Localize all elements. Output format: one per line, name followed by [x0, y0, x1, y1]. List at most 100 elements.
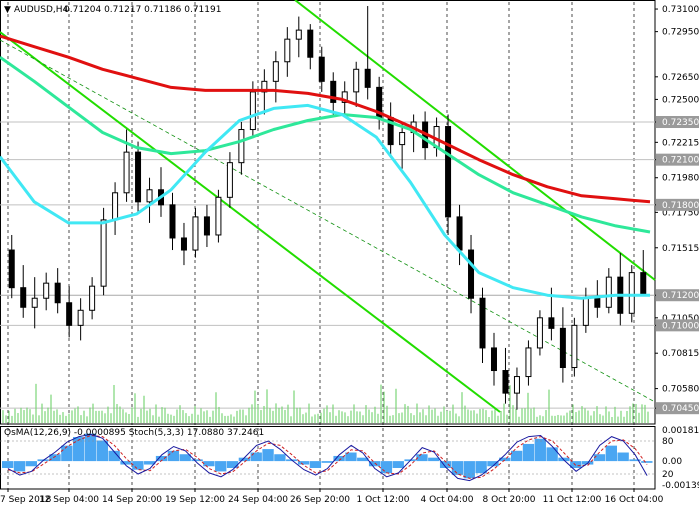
candle-body [559, 327, 566, 369]
osma-bar [546, 447, 558, 462]
osma-bar [96, 440, 109, 462]
price-tick-label: 0.72650 [662, 73, 699, 83]
symbol-arrow-icon: ▼ [4, 5, 11, 15]
candle-body [479, 297, 486, 349]
osma-bar [617, 452, 629, 462]
osma-bar [2, 461, 14, 468]
level-tag [656, 153, 699, 166]
candle-body [318, 56, 325, 82]
osma-bar [629, 459, 641, 462]
osma-bar [73, 437, 85, 462]
candle-body [364, 68, 371, 88]
candle-body [77, 309, 84, 326]
osma-bar [250, 452, 262, 462]
candle-body [112, 192, 119, 221]
osma-bar [451, 461, 464, 475]
osma-bar [641, 461, 653, 463]
time-tick-label: 19 Sep 12:00 [165, 495, 225, 505]
osma-bar [274, 454, 286, 462]
price-axis: 0.73100 0.72950 0.72650 0.72500 0.72350 0.722… [655, 5, 699, 415]
candle-body [226, 162, 233, 198]
candle-body [180, 237, 187, 251]
candle-body [582, 297, 589, 326]
candle-body [456, 216, 463, 251]
candle-body [20, 287, 27, 308]
candle-body [146, 189, 153, 203]
osma-bar [605, 445, 617, 462]
time-tick-label: 12 Sep 04:00 [39, 495, 99, 505]
oscillator-tick-label: -0.00139 [662, 481, 699, 491]
symbol-label: AUDUSD,H4 [14, 5, 69, 15]
osma-bar [380, 461, 393, 474]
osma-bar [333, 455, 345, 462]
osma-bar [167, 450, 180, 462]
oscillator-tick-label: 0.00 [662, 457, 682, 467]
candle-body [445, 126, 452, 218]
horizontal-levels [0, 121, 655, 409]
stoch-main-line [7, 433, 648, 482]
osma-bar [262, 449, 274, 462]
oscillator-tick-label: 0.00181 [662, 426, 699, 436]
candle-body [399, 132, 406, 146]
candle-body [628, 272, 635, 314]
candle-body [490, 347, 497, 372]
osma-bar [144, 461, 156, 465]
level-tag [656, 319, 699, 332]
candle-body [536, 317, 543, 349]
osma-bar [84, 433, 97, 462]
osma-bar [309, 461, 322, 468]
osma-bar [13, 461, 26, 472]
osma-bar [179, 454, 191, 462]
level-tag-label: 0.71000 [662, 321, 699, 331]
ema-red-line [0, 34, 651, 204]
candle-body [272, 61, 279, 82]
candle-body [100, 219, 107, 287]
candle-body [169, 204, 176, 239]
osma-bar [439, 461, 452, 468]
main-panel-border [0, 0, 656, 425]
candle-body [341, 91, 348, 103]
candle-body [594, 297, 601, 308]
candle-body [468, 249, 475, 299]
level-tag-label: 0.72350 [662, 118, 699, 128]
channel-lower-line [0, 31, 501, 413]
price-tick-label: 0.73100 [662, 5, 699, 15]
candle-body [215, 196, 222, 236]
stoch-signal-line [7, 434, 648, 479]
time-tick-label: 14 Sep 20:00 [102, 495, 162, 505]
price-tick-label: 0.71515 [662, 244, 699, 254]
candle-body [31, 297, 38, 308]
trend-channel [0, 0, 656, 413]
level-tag-label: 0.71800 [662, 201, 699, 211]
candle-body [330, 80, 337, 103]
oscillator-label: OsMA(12,26,9) -0.0000895 Stoch(5,3,3) 17… [4, 428, 264, 438]
candle-body [192, 216, 199, 251]
candle-body [249, 91, 256, 131]
time-tick-label: 24 Sep 04:00 [228, 495, 288, 505]
osma-bar [321, 461, 333, 463]
oscillator-tick-label: 80 [662, 437, 674, 447]
osma-bar [570, 461, 582, 468]
osma-bar [108, 450, 120, 462]
osma-bar [215, 461, 227, 472]
osma-bar [345, 452, 357, 462]
channel-upper-line [294, 0, 656, 281]
level-tag-label: 0.72100 [662, 156, 699, 166]
time-tick-label: 16 Oct 04:00 [605, 495, 664, 505]
osma-bar [120, 461, 132, 465]
price-tick-label: 0.70815 [662, 349, 699, 359]
price-tick-label: 0.72950 [662, 28, 699, 38]
osma-bar [132, 461, 144, 470]
osma-bar [25, 461, 38, 467]
current-price-tag [656, 289, 699, 302]
time-tick-label: 1 Oct 12:00 [357, 495, 410, 505]
osma-bar [368, 461, 381, 467]
candle-body [43, 282, 50, 299]
candle-body [548, 317, 555, 329]
osma-bar [61, 445, 73, 462]
ema-green-line [0, 55, 651, 234]
